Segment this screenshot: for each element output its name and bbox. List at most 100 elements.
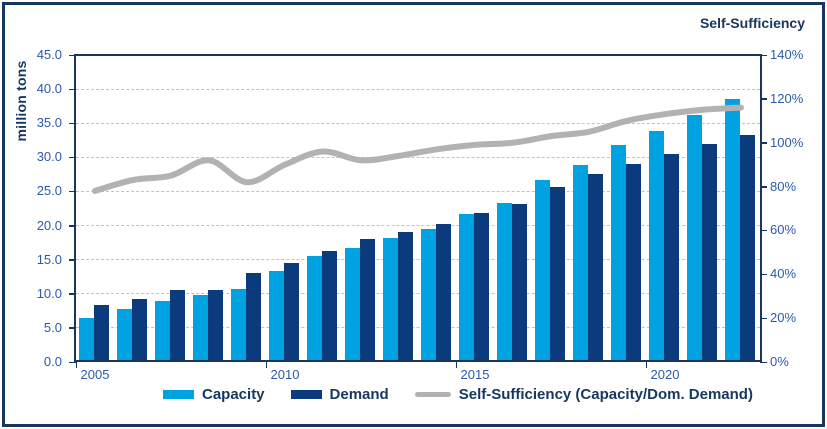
left-axis-tick-label: 10.0 — [36, 285, 62, 301]
demand-bar — [170, 289, 185, 362]
legend-label-capacity: Capacity — [202, 386, 265, 403]
legend-label-demand: Demand — [329, 386, 389, 403]
capacity-bar — [421, 228, 436, 362]
right-axis-tick — [760, 142, 767, 144]
right-axis-tick — [760, 229, 767, 232]
demand-bar — [588, 173, 603, 362]
gridline — [76, 327, 760, 329]
capacity-bar — [383, 237, 398, 362]
left-axis-tick — [69, 327, 76, 329]
left-axis-tick-label: 35.0 — [36, 115, 62, 131]
legend-item-demand: Demand — [290, 386, 389, 403]
demand-bar — [94, 305, 109, 362]
left-axis-tick-label: 15.0 — [36, 251, 62, 267]
legend: Capacity Demand Self-Sufficiency (Capaci… — [163, 386, 753, 403]
capacity-bar — [79, 317, 94, 362]
plot-top-line — [76, 54, 760, 56]
demand-bar — [702, 143, 717, 362]
legend-label-self-sufficiency: Self-Sufficiency (Capacity/Dom. Demand) — [458, 386, 753, 403]
right-axis-tick-label: 40% — [770, 266, 797, 282]
demand-bar — [550, 186, 565, 362]
right-axis-tick-label: 60% — [770, 222, 797, 238]
self-sufficiency-swatch-icon — [414, 392, 451, 397]
gridline — [76, 156, 760, 158]
right-axis-tick — [760, 361, 767, 363]
left-axis-tick-label: 0.0 — [43, 354, 62, 369]
capacity-bar — [231, 289, 246, 362]
right-axis-tick-label: 80% — [770, 178, 797, 194]
right-axis-tick — [760, 186, 767, 188]
right-axis-tick — [760, 54, 767, 56]
capacity-bar — [687, 115, 702, 362]
gridline — [76, 293, 760, 295]
right-axis-tick-label: 20% — [770, 310, 797, 326]
demand-bar — [360, 239, 375, 362]
left-axis-tick-label: 30.0 — [36, 149, 62, 165]
capacity-bar — [725, 99, 740, 362]
right-axis-tick-label: 120% — [770, 90, 804, 106]
gridline — [76, 190, 760, 192]
left-axis-tick-label: 45.0 — [36, 47, 62, 62]
legend-item-self-sufficiency: Self-Sufficiency (Capacity/Dom. Demand) — [414, 386, 753, 403]
left-axis-tick-label: 40.0 — [36, 81, 62, 97]
x-axis-tick — [645, 362, 647, 368]
capacity-bar — [459, 213, 474, 362]
left-axis-tick-label: 5.0 — [43, 319, 62, 335]
x-axis-tick-label: 2015 — [460, 367, 490, 382]
right-axis-tick-label: 100% — [770, 134, 804, 150]
capacity-bar — [155, 300, 170, 362]
left-axis-tick-label: 25.0 — [36, 183, 62, 199]
left-axis-tick — [69, 225, 76, 227]
demand-bar — [208, 289, 223, 362]
gridline — [76, 225, 760, 227]
x-axis-tick — [265, 362, 267, 368]
capacity-bar — [269, 271, 284, 362]
right-axis-line — [760, 54, 762, 362]
self-sufficiency-line-layer — [92, 104, 744, 194]
capacity-bar — [117, 309, 132, 362]
capacity-bar — [345, 248, 360, 362]
gridline — [76, 122, 760, 124]
legend-item-capacity: Capacity — [163, 386, 265, 403]
left-axis-tick — [69, 54, 76, 56]
capacity-bar — [307, 255, 322, 362]
capacity-bar — [535, 179, 550, 362]
gridline — [76, 259, 760, 261]
demand-bar — [246, 273, 261, 362]
left-axis-tick — [69, 190, 76, 193]
right-axis-tick — [760, 98, 767, 100]
demand-bar — [512, 203, 527, 362]
demand-bar — [436, 224, 451, 362]
x-axis-tick-label: 2020 — [650, 367, 680, 382]
capacity-bar — [573, 164, 588, 362]
left-axis-tick — [69, 88, 76, 91]
demand-bar — [626, 164, 641, 362]
capacity-bar — [497, 203, 512, 362]
right-axis-tick-label: 0% — [770, 354, 789, 369]
left-axis-tick — [69, 259, 76, 261]
right-axis-title: Self-Sufficiency — [699, 15, 805, 31]
left-axis-tick — [69, 293, 76, 295]
capacity-bar — [649, 130, 664, 362]
x-axis-tick-label: 2010 — [270, 367, 300, 382]
demand-bar — [322, 251, 337, 362]
right-axis-tick — [760, 273, 767, 276]
self-sufficiency-line — [92, 104, 744, 194]
demand-bar — [132, 299, 147, 362]
demand-swatch-icon — [290, 390, 322, 399]
demand-bar — [398, 231, 413, 362]
x-axis-tick — [455, 362, 457, 368]
left-axis-tick — [69, 156, 76, 159]
demand-bar — [284, 263, 299, 362]
gridline — [76, 88, 760, 90]
demand-bar — [740, 134, 755, 362]
right-axis-tick — [760, 317, 767, 320]
left-axis-tick — [69, 361, 76, 363]
left-axis-tick — [69, 122, 76, 125]
demand-bar — [474, 213, 489, 362]
capacity-bar — [193, 295, 208, 362]
left-axis-line — [74, 54, 76, 362]
demand-bar — [664, 153, 679, 362]
capacity-swatch-icon — [163, 390, 194, 399]
